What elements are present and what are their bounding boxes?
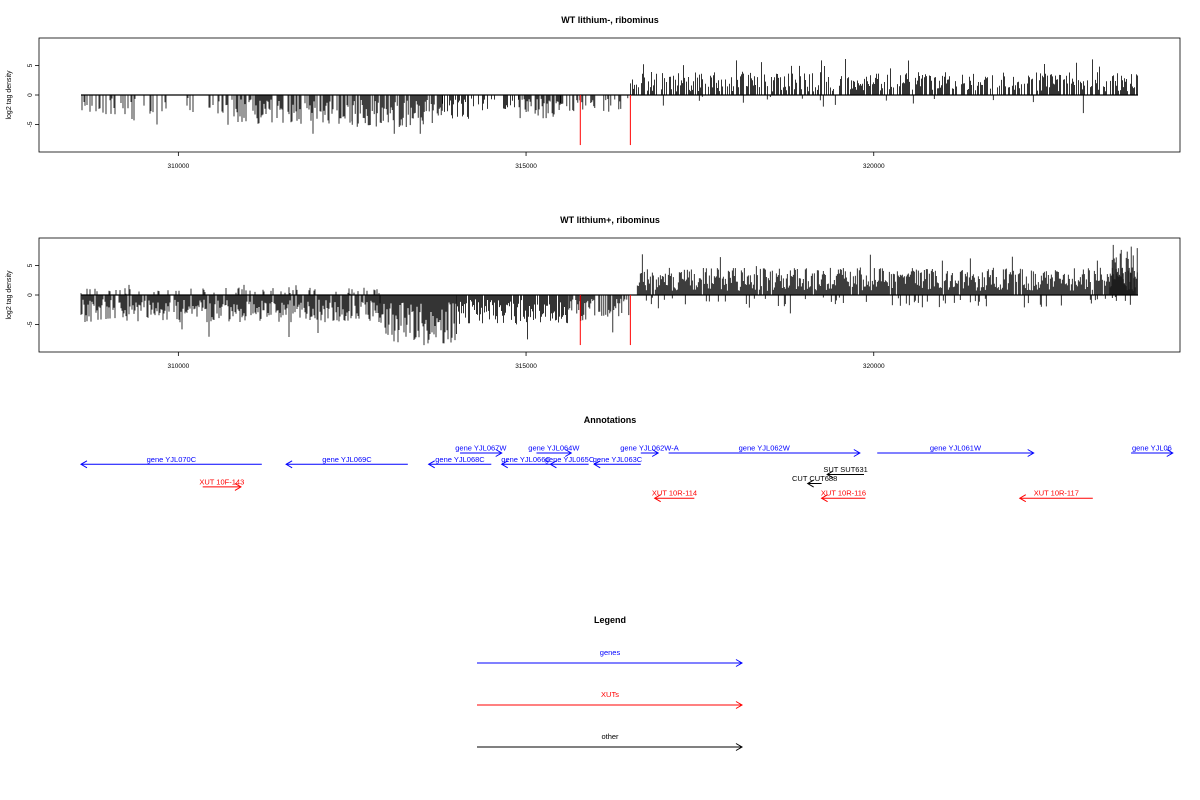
annotation-features: gene YJL070C gene YJL069C gene YJL068C gene…: [80, 444, 1174, 503]
gene-label: gene YJL067W: [455, 444, 507, 453]
xut-label: XUT 10F-143: [199, 477, 244, 486]
y-tick-label: 0: [27, 93, 34, 97]
gene-label: gene YJL069C: [322, 455, 372, 464]
panel2-axes: 5 0 -5 310000 315000 320000: [27, 263, 885, 370]
gene-arrowhead: [651, 449, 660, 457]
panel1-bars: [81, 59, 1138, 146]
annotations-title: Annotations: [584, 415, 637, 425]
annotations-track: Annotations gene YJL070C gene YJL069C gene…: [80, 415, 1174, 503]
legend-items: genes XUTs other: [477, 648, 743, 751]
legend-other-arrowhead: [735, 743, 743, 751]
gene-label: gene YJL068C: [435, 455, 485, 464]
y-tick-label: 5: [27, 263, 34, 267]
gene-arrowhead: [500, 460, 508, 469]
legend-title: Legend: [594, 615, 626, 625]
gene-arrowhead: [1027, 449, 1035, 457]
other-arrowhead: [826, 470, 834, 479]
panel2-title: WT lithium+, ribominus: [560, 215, 660, 225]
x-tick-label: 315000: [515, 363, 537, 370]
gene-label: gene YJL062W: [739, 444, 791, 453]
y-tick-label: -5: [27, 121, 34, 127]
legend-xut-arrowhead: [735, 701, 743, 709]
legend: Legend genes XUTs other: [477, 615, 743, 751]
x-tick-label: 320000: [863, 363, 885, 370]
xut-arrowhead: [234, 482, 242, 491]
panel2-ylabel: log2 tag density: [6, 270, 13, 320]
gene-arrowhead: [549, 460, 557, 469]
gene-label: gene YJL070C: [147, 455, 197, 464]
x-tick-label: 310000: [168, 363, 190, 370]
xut-label: XUT 10R-116: [821, 489, 866, 498]
panel-lithium-minus: WT lithium-, ribominus log2 tag density …: [6, 15, 1181, 170]
other-label: SUT SUT631: [823, 465, 867, 474]
xut-label: XUT 10R-117: [1034, 489, 1079, 498]
gene-arrowhead: [593, 460, 601, 469]
gene-arrowhead: [285, 460, 293, 469]
gene-label: gene YJL065C: [545, 455, 595, 464]
panel-lithium-plus: WT lithium+, ribominus log2 tag density …: [6, 215, 1181, 370]
gene-arrowhead: [853, 449, 861, 457]
gene-label: gene YJL061W: [930, 444, 982, 453]
gene-label: gene YJL063C: [593, 455, 643, 464]
panel1-title: WT lithium-, ribominus: [561, 15, 659, 25]
gene-arrowhead: [1166, 449, 1174, 457]
x-tick-label: 310000: [168, 163, 190, 170]
other-label: CUT CUT688: [792, 474, 837, 483]
gene-label: gene YJL066C: [501, 455, 551, 464]
panel2-bars: [80, 244, 1138, 346]
other-arrowhead: [806, 479, 814, 488]
x-tick-label: 315000: [515, 163, 537, 170]
y-tick-label: -5: [27, 321, 34, 327]
y-tick-label: 5: [27, 63, 34, 67]
gene-label: gene YJL06: [1132, 444, 1172, 453]
gene-arrowhead: [427, 460, 435, 469]
gene-arrowhead: [80, 460, 88, 469]
y-tick-label: 0: [27, 293, 34, 297]
legend-other-label: other: [601, 732, 619, 741]
xut-arrowhead: [820, 494, 828, 503]
x-tick-label: 320000: [863, 163, 885, 170]
legend-gene-label: genes: [600, 648, 621, 657]
xut-arrowhead: [653, 494, 661, 503]
panel1-axes: 5 0 -5 310000 315000 320000: [27, 63, 885, 170]
legend-xut-label: XUTs: [601, 690, 619, 699]
panel1-ylabel: log2 tag density: [6, 70, 13, 120]
xut-label: XUT 10R-114: [652, 489, 697, 498]
legend-gene-arrowhead: [735, 659, 743, 667]
gene-label: gene YJL062W-A: [620, 444, 679, 453]
xut-arrowhead: [1018, 494, 1027, 503]
gene-arrowhead: [495, 449, 503, 457]
gene-label: gene YJL064W: [528, 444, 580, 453]
gene-arrowhead: [565, 449, 573, 457]
